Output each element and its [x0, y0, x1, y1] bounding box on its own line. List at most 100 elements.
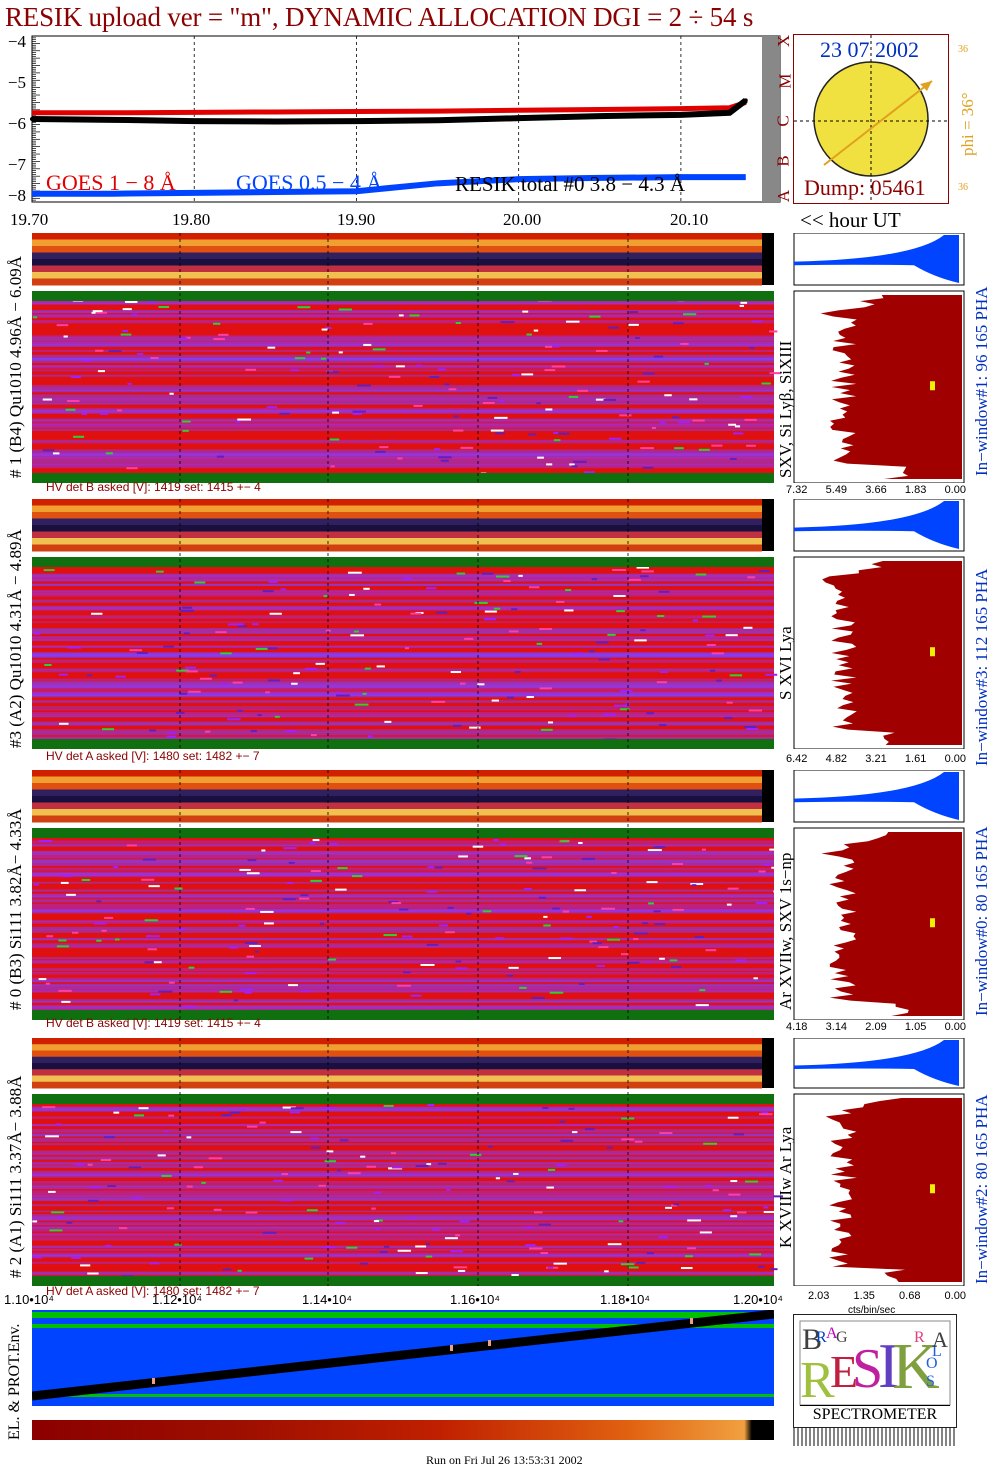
spectral-pixel [388, 375, 401, 378]
top-chart [0, 30, 790, 235]
page-title: RESIK upload ver = "m", DYNAMIC ALLOCATI… [5, 2, 754, 32]
hist-tick: 5.49 [825, 484, 848, 496]
spectral-pixel [364, 667, 371, 670]
spectral-row [32, 425, 774, 429]
spectral-pixel [507, 696, 514, 699]
top-strip-band [32, 802, 762, 810]
spectral-pixel [55, 1123, 62, 1126]
spectral-pixel [56, 945, 69, 948]
spectral-pixel [627, 1266, 639, 1269]
spectral-pixel [711, 652, 725, 655]
spectral-pixel [456, 572, 466, 575]
spectral-pixel [636, 566, 650, 569]
spectral-pixel [540, 1252, 549, 1255]
edge-band-top [32, 1094, 774, 1104]
spectral-pixel [299, 897, 310, 900]
spectral-pixel [426, 943, 439, 946]
hist-tick: 1.83 [904, 484, 927, 496]
spectral-pixel [586, 915, 592, 918]
bottom-x-tick: 1.18•10⁴ [600, 1292, 650, 1307]
spectral-pixel [608, 437, 622, 440]
spectral-row [32, 990, 774, 993]
top-strip-band [32, 1056, 762, 1064]
spectral-row [32, 843, 774, 847]
spectral-pixel [397, 984, 411, 987]
spectral-pixel [725, 634, 738, 637]
spectral-pixel [560, 937, 573, 940]
spectral-pixel [86, 674, 93, 677]
footer-run-date: Run on Fri Jul 26 13:53:31 2002 [426, 1453, 583, 1467]
spectral-pixel [81, 878, 91, 881]
spectral-pixel [221, 1114, 232, 1117]
spectral-pixel [749, 1253, 762, 1256]
spectral-pixel [363, 587, 370, 590]
spectral-row [32, 1131, 774, 1133]
x-tick-label: 19.70 [10, 210, 49, 229]
spectral-pixel [671, 965, 682, 968]
spectral-pixel [176, 927, 186, 930]
spectral-pixel [290, 1131, 302, 1134]
y-tick-label: −8 [7, 186, 26, 205]
spectral-pixel [758, 1113, 773, 1116]
hist-unit: cts/bin/sec [848, 1305, 896, 1316]
logo-spectrometer: SPECTROMETER [800, 1405, 950, 1424]
spectral-pixel [769, 330, 778, 333]
spectral-pixel [553, 439, 561, 442]
spectral-pixel [689, 398, 698, 401]
spectral-row [32, 959, 774, 963]
spectral-pixel [680, 1267, 693, 1270]
spectral-row [32, 1187, 774, 1190]
spectral-row [32, 687, 774, 691]
spectral-pixel [740, 396, 753, 399]
top-strip-band [32, 1038, 762, 1045]
spectral-pixel [349, 593, 355, 596]
spectral-pixel [672, 416, 680, 419]
spectral-row [32, 1252, 774, 1256]
spectral-pixel [526, 696, 534, 699]
spectral-row [32, 1198, 774, 1201]
spectral-row [32, 1216, 774, 1219]
spectral-pixel [122, 308, 132, 311]
spectral-pixel [621, 1138, 635, 1141]
x-tick-label: 19.90 [337, 210, 376, 229]
top-strip-band [32, 531, 762, 539]
spectral-pixel [131, 1197, 142, 1200]
spectral-pixel [32, 1220, 38, 1223]
spectral-pixel [450, 671, 461, 674]
spectral-row [32, 680, 774, 685]
spectral-pixel [246, 955, 255, 958]
spectral-pixel [541, 728, 553, 731]
spectral-pixel [769, 372, 782, 375]
spectral-pixel [383, 934, 397, 937]
spectral-row [32, 629, 774, 633]
in-window-label: In−window#2: 80 165 PHA [972, 1094, 991, 1284]
spectral-pixel [335, 888, 347, 891]
spectral-pixel [521, 373, 534, 376]
spectral-row [32, 684, 774, 688]
logo-letter: G [836, 1329, 848, 1346]
spectral-row [32, 700, 774, 703]
spectral-pixel [254, 950, 259, 953]
spectral-row [32, 979, 774, 983]
top-strip-end [762, 1038, 774, 1088]
spectral-pixel [541, 856, 552, 859]
logo-letter: K [892, 1330, 940, 1403]
spectral-pixel [294, 357, 306, 360]
spectral-pixel [103, 1136, 115, 1139]
spectral-pixel [564, 609, 574, 612]
spectral-pixel [547, 1168, 556, 1171]
spectral-pixel [161, 1174, 172, 1177]
spectral-pixel [80, 1264, 91, 1267]
spectral-pixel [620, 708, 630, 711]
spectral-pixel [538, 896, 547, 899]
spectral-pixel [592, 942, 602, 945]
spectral-pixel [545, 408, 553, 411]
spectral-row [32, 999, 774, 1002]
spectral-row [32, 1143, 774, 1146]
spectral-row [32, 1210, 774, 1213]
spectral-pixel [659, 724, 667, 727]
spectral-pixel [96, 311, 107, 314]
goes-lightcurve-svg [30, 35, 781, 203]
spectral-pixel [747, 576, 756, 579]
spectral-pixel [770, 1268, 778, 1271]
